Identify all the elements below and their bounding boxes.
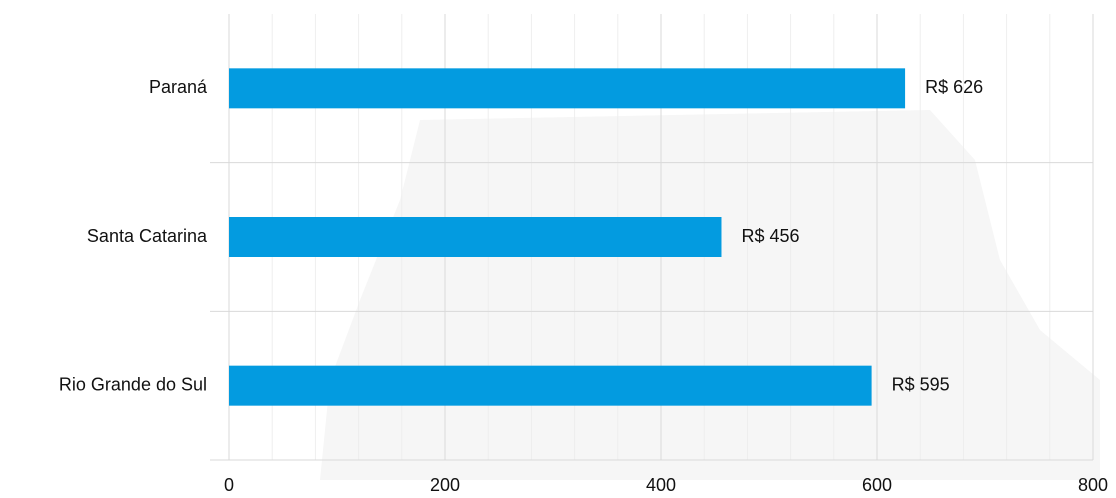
bar (229, 68, 906, 109)
y-tick-label: Santa Catarina (87, 226, 208, 246)
value-label: R$ 456 (741, 226, 799, 246)
y-tick-label: Rio Grande do Sul (59, 374, 207, 394)
value-label: R$ 626 (925, 77, 983, 97)
x-tick-label: 200 (430, 475, 460, 495)
bar (229, 365, 872, 406)
x-tick-label: 800 (1078, 475, 1108, 495)
background-map (320, 110, 1100, 480)
x-tick-label: 400 (646, 475, 676, 495)
y-tick-label: Paraná (149, 77, 208, 97)
bar (229, 217, 722, 257)
value-label: R$ 595 (892, 374, 950, 394)
x-tick-label: 0 (224, 475, 234, 495)
x-tick-label: 600 (862, 475, 892, 495)
